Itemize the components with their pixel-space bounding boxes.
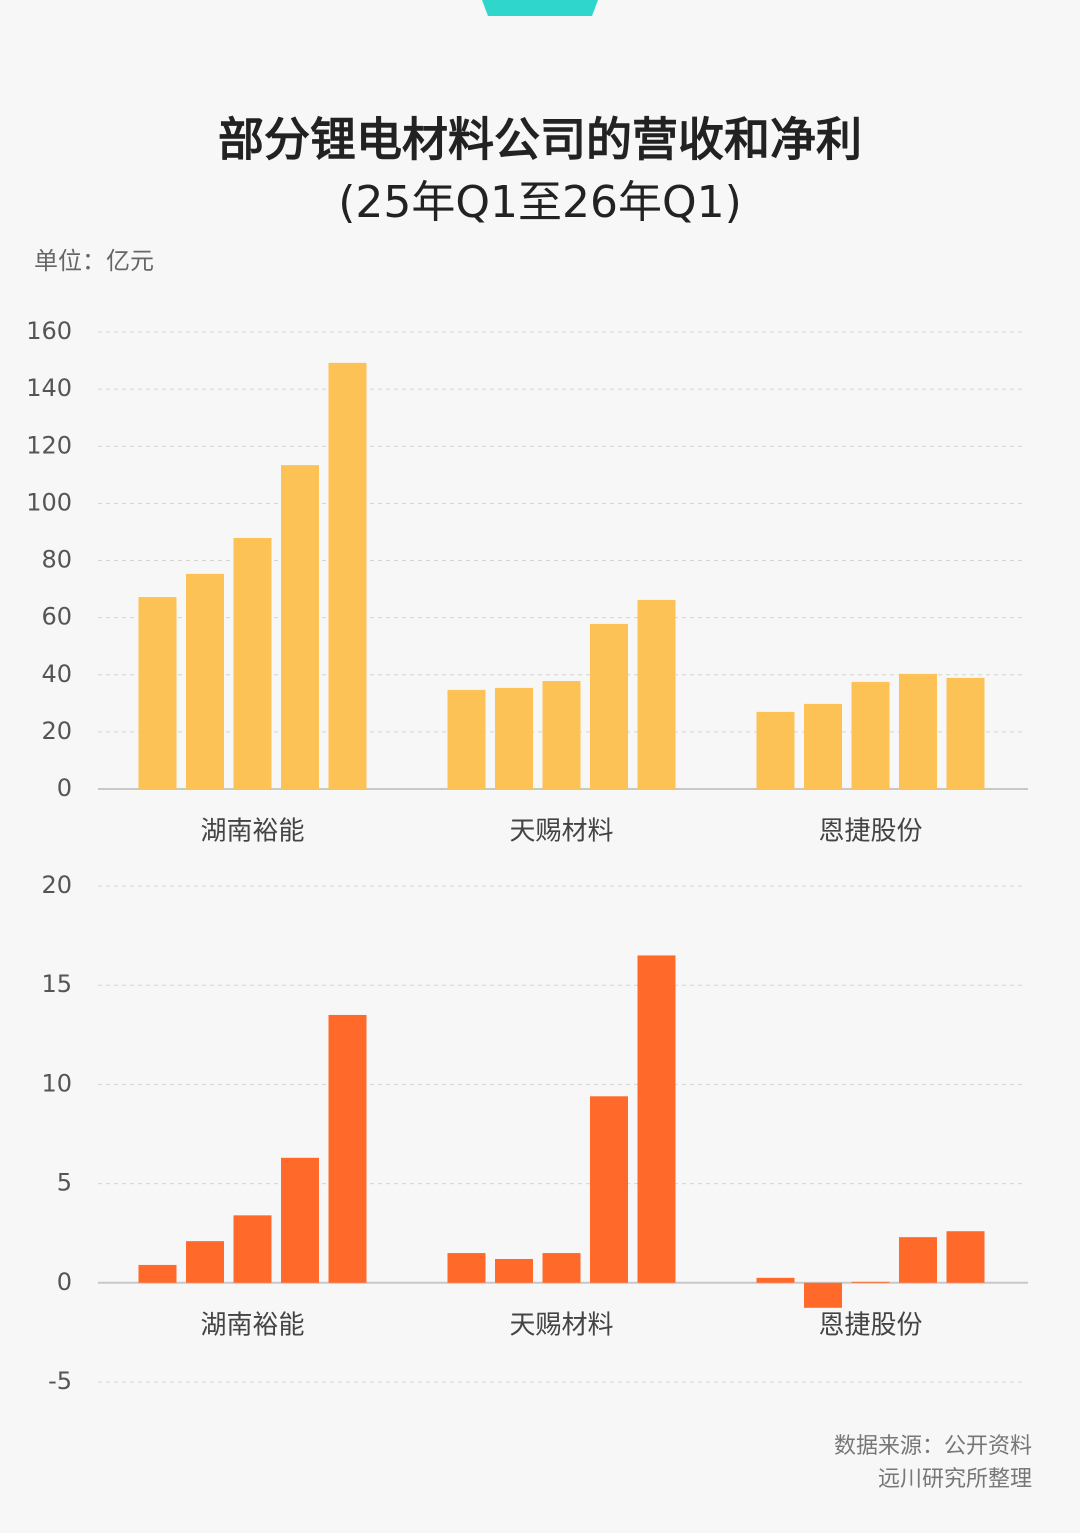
bar [138,597,177,789]
y-tick-label: 0 [57,774,72,802]
credit: 远川研究所整理 [878,1467,1032,1492]
y-tick-label: 40 [41,660,72,688]
bar [447,1253,486,1283]
bar [328,1014,367,1283]
y-tick-label: 5 [57,1169,72,1197]
x-tick-label: 恩捷股份 [818,1311,922,1341]
unit-label: 单位：亿元 [34,247,154,275]
y-tick-label: 120 [26,431,72,459]
bar [804,703,842,789]
bar [756,1277,795,1283]
x-tick-label: 天赐材料 [509,817,613,847]
bar [756,711,795,789]
y-tick-label: 20 [41,871,72,899]
bar [851,1281,890,1283]
bar [447,689,486,789]
bar [899,673,937,789]
bar [590,1096,628,1283]
bar [233,1215,272,1283]
bar [138,1264,177,1283]
bar [495,687,533,789]
y-tick-label: 10 [41,1069,72,1097]
bar [637,599,676,789]
x-tick-label: 天赐材料 [509,1311,613,1341]
bar [637,955,676,1283]
bar [186,573,224,789]
x-tick-label: 湖南裕能 [200,1311,304,1341]
y-tick-label: 100 [26,488,72,516]
y-tick-label: -5 [48,1367,72,1395]
bar [281,465,319,789]
bar [542,1253,581,1283]
bar [851,681,890,789]
bar [542,681,581,789]
bar [899,1237,937,1283]
y-tick-label: 140 [26,374,72,402]
y-tick-label: 20 [41,717,72,745]
bar [281,1157,319,1283]
bar [328,362,367,789]
y-tick-label: 0 [57,1268,72,1296]
source: 数据来源：公开资料 [834,1434,1032,1459]
bar [804,1282,842,1308]
chart-subtitle: (25年Q1至26年Q1) [338,177,742,228]
bar [495,1258,533,1283]
bar [233,537,272,789]
y-tick-label: 160 [26,317,72,345]
y-tick-label: 80 [41,546,72,574]
y-tick-label: 60 [41,603,72,631]
chart-title: 部分锂电材料公司的营收和净利 [218,113,862,167]
top-tab [482,0,598,16]
x-tick-label: 恩捷股份 [818,817,922,847]
bar [946,677,985,789]
x-tick-label: 湖南裕能 [200,817,304,847]
y-tick-label: 15 [41,970,72,998]
bar [946,1231,985,1283]
bar [186,1241,224,1283]
bar [590,623,628,789]
